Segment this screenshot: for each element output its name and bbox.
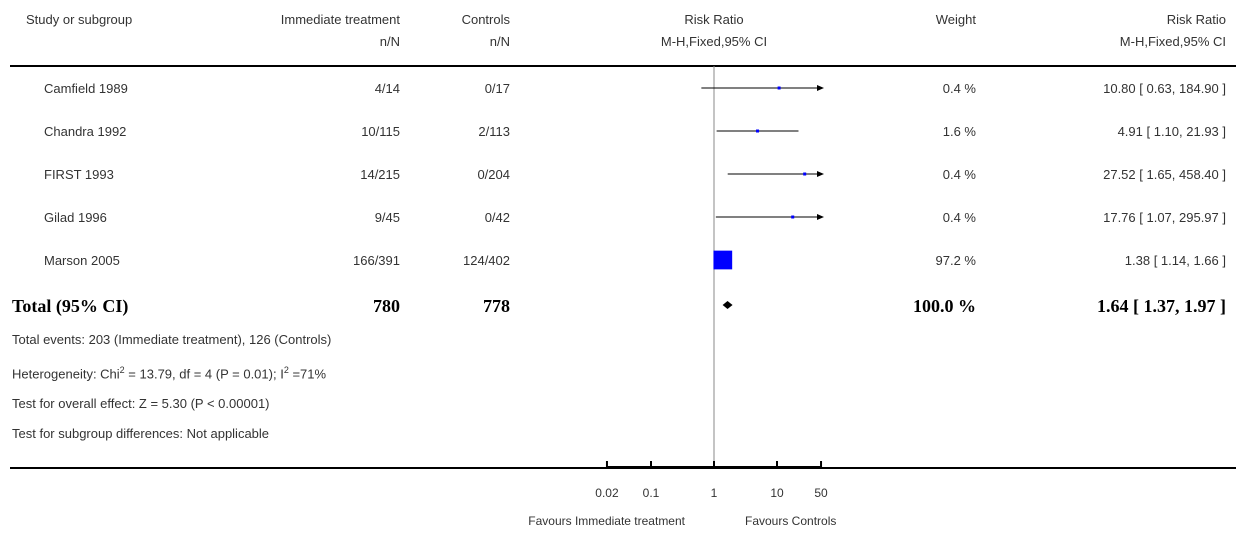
header-treatment: Immediate treatment — [280, 12, 400, 27]
study-name: Chandra 1992 — [44, 124, 127, 139]
study-point — [803, 172, 807, 176]
study-weight: 97.2 % — [935, 253, 976, 268]
total-events-note: Total events: 203 (Immediate treatment),… — [12, 332, 332, 347]
treatment-events: 14/215 — [360, 167, 400, 182]
study-weight: 1.6 % — [942, 124, 976, 139]
study-ci: 10.80 [ 0.63, 184.90 ] — [1103, 81, 1226, 96]
study-point — [777, 86, 781, 90]
ci-arrow — [817, 85, 824, 91]
header-controls: Controls — [461, 12, 510, 27]
header-treatment-sub: n/N — [379, 34, 400, 49]
study-point — [791, 215, 795, 219]
study-ci: 1.38 [ 1.14, 1.66 ] — [1124, 253, 1226, 268]
subgroup-differences-note: Test for subgroup differences: Not appli… — [12, 426, 270, 441]
x-tick-label: 10 — [770, 486, 784, 500]
total-treatment: 780 — [373, 296, 400, 316]
header-risk-ratio: Risk Ratio — [684, 12, 744, 27]
heterogeneity-note: Heterogeneity: Chi2 = 13.79, df = 4 (P =… — [12, 365, 327, 382]
study-weight: 0.4 % — [942, 210, 976, 225]
ci-arrow — [817, 214, 824, 220]
x-tick-label: 0.1 — [643, 486, 660, 500]
header-controls-sub: n/N — [489, 34, 510, 49]
total-label: Total (95% CI) — [12, 296, 129, 316]
favours-right-label: Favours Controls — [745, 514, 836, 528]
study-ci: 17.76 [ 1.07, 295.97 ] — [1103, 210, 1226, 225]
study-ci: 27.52 [ 1.65, 458.40 ] — [1103, 167, 1226, 182]
bottom-divider — [10, 467, 1236, 469]
control-events: 0/17 — [484, 81, 510, 96]
treatment-events: 166/391 — [353, 253, 400, 268]
total-controls: 778 — [483, 296, 510, 316]
control-events: 0/42 — [484, 210, 510, 225]
treatment-events: 4/14 — [374, 81, 400, 96]
study-ci: 4.91 [ 1.10, 21.93 ] — [1117, 124, 1226, 139]
x-tick-label: 0.02 — [595, 486, 619, 500]
study-name: FIRST 1993 — [44, 167, 114, 182]
header-weight: Weight — [935, 12, 976, 27]
control-events: 124/402 — [463, 253, 510, 268]
ci-arrow — [817, 171, 824, 177]
x-tick-label: 1 — [711, 486, 718, 500]
study-name: Gilad 1996 — [44, 210, 107, 225]
x-tick-label: 50 — [814, 486, 828, 500]
total-ci: 1.64 [ 1.37, 1.97 ] — [1097, 296, 1226, 316]
header-study: Study or subgroup — [26, 12, 133, 27]
study-weight: 0.4 % — [942, 81, 976, 96]
study-name: Marson 2005 — [44, 253, 120, 268]
header-risk-ratio-2: Risk Ratio — [1166, 12, 1226, 27]
study-weight: 0.4 % — [942, 167, 976, 182]
control-events: 0/204 — [477, 167, 510, 182]
total-weight: 100.0 % — [913, 296, 976, 316]
favours-left-label: Favours Immediate treatment — [528, 514, 685, 528]
header-divider — [10, 65, 1236, 67]
header-risk-ratio-sub: M-H,Fixed,95% CI — [660, 34, 768, 49]
study-name: Camfield 1989 — [44, 81, 128, 96]
control-events: 2/113 — [478, 124, 510, 139]
study-point — [756, 129, 760, 133]
study-point — [713, 250, 733, 270]
overall-effect-note: Test for overall effect: Z = 5.30 (P < 0… — [12, 396, 270, 411]
treatment-events: 10/115 — [361, 124, 400, 139]
total-diamond — [722, 301, 733, 309]
treatment-events: 9/45 — [374, 210, 400, 225]
header-risk-ratio-2-sub: M-H,Fixed,95% CI — [1119, 34, 1226, 49]
